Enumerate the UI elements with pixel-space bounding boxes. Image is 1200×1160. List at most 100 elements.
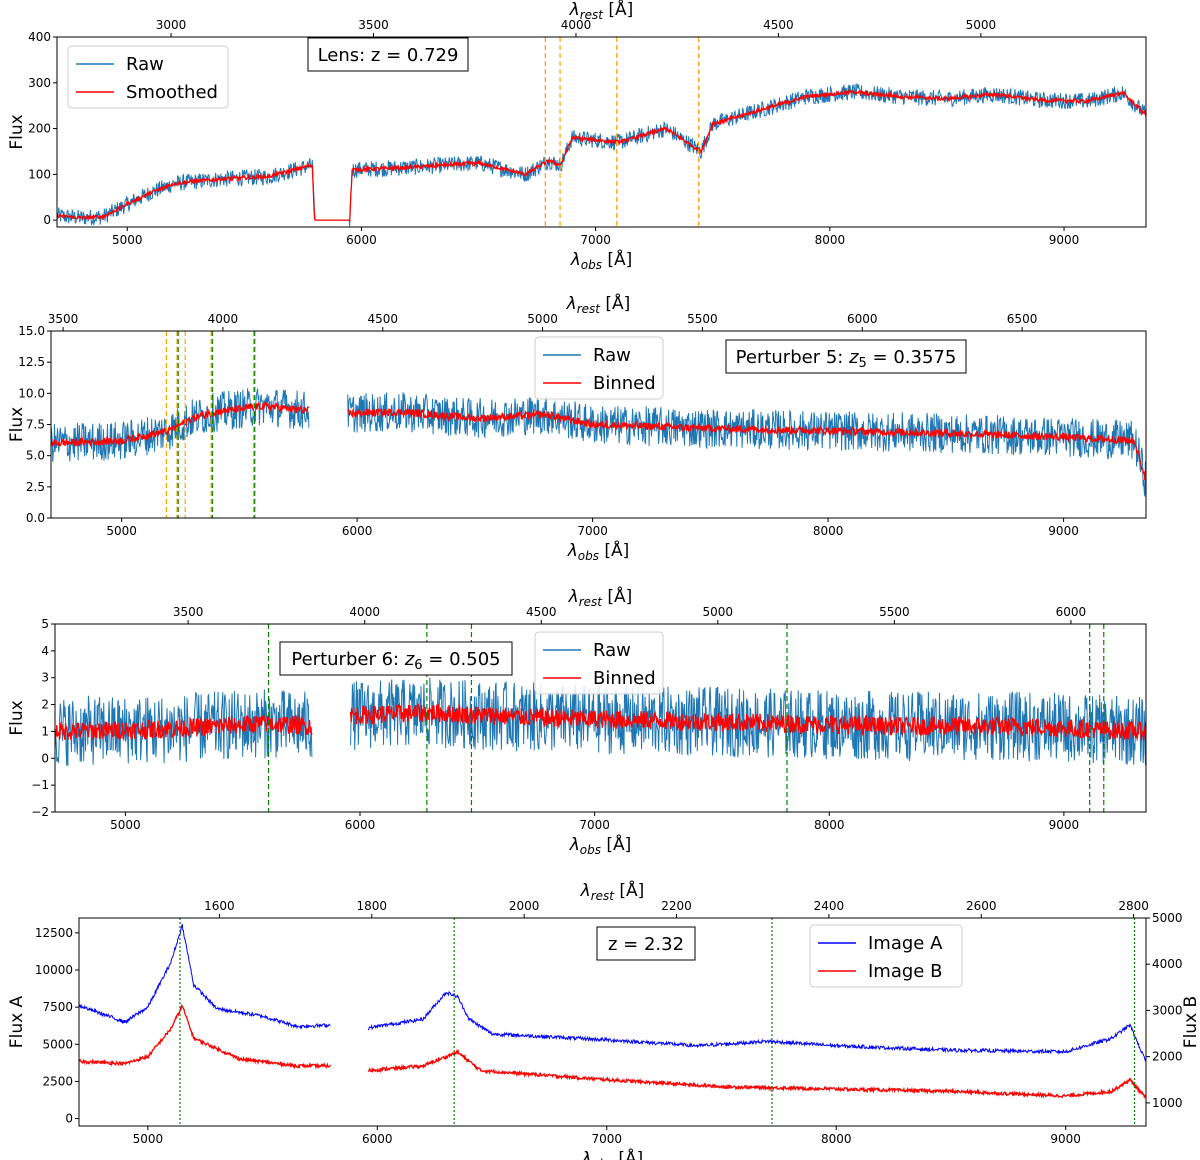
y-tick-label: 5.0 — [26, 449, 45, 463]
x-tick-label: 9000 — [1050, 1132, 1081, 1146]
y-tick-label: 7.5 — [26, 418, 45, 432]
legend-label: Raw — [593, 640, 631, 661]
x-tick-label: 5000 — [106, 524, 137, 538]
top-x-axis-label: λrest [Å] — [580, 879, 645, 903]
legend-label: Raw — [126, 54, 164, 75]
y-right-tick-label: 1000 — [1152, 1096, 1183, 1110]
top-tick-label: 4000 — [208, 312, 239, 326]
x-tick-label: 7000 — [591, 1132, 622, 1146]
top-tick-label: 2000 — [509, 899, 540, 913]
top-x-axis-label: λrest [Å] — [566, 292, 631, 316]
y-axis-label: Flux A — [7, 995, 27, 1048]
y-tick-label: 4 — [41, 644, 49, 658]
plot-area — [57, 37, 1146, 227]
y-tick-label: 200 — [28, 122, 51, 136]
top-tick-label: 6000 — [847, 312, 878, 326]
x-tick-label: 5000 — [110, 818, 141, 832]
top-x-axis-label-sub: rest — [580, 8, 605, 22]
top-tick-label: 4500 — [763, 18, 794, 32]
top-tick-label: 5500 — [879, 605, 910, 619]
x-axis-label: λobs [Å] — [570, 248, 633, 272]
legend-label: Image A — [868, 933, 943, 954]
top-x-axis-label-unit: [Å] — [614, 879, 644, 901]
top-x-axis-label-sub: rest — [579, 595, 604, 609]
y-tick-label: 15.0 — [18, 324, 45, 338]
y-tick-label: 2500 — [42, 1074, 73, 1088]
top-tick-label: 5000 — [703, 605, 734, 619]
top-tick-label: 4500 — [526, 605, 557, 619]
y-tick-label: 400 — [28, 30, 51, 44]
x-tick-label: 7000 — [579, 818, 610, 832]
x-tick-label: 9000 — [1048, 524, 1079, 538]
x-axis-label-unit: [Å] — [602, 248, 632, 270]
y-tick-label: 2 — [41, 698, 49, 712]
top-x-axis-label-main: λ — [569, 0, 580, 20]
y-axis-label: Flux — [7, 700, 27, 735]
x-axis-label-unit: [Å] — [601, 833, 631, 855]
x-axis-label: λobs [Å] — [569, 833, 632, 857]
annotation-var-sub: 6 — [414, 658, 422, 673]
y-tick-label: 2.5 — [26, 480, 45, 494]
x-tick-label: 5000 — [133, 1132, 164, 1146]
y-tick-label: 12500 — [35, 926, 73, 940]
annotation-var-sub: 5 — [859, 356, 867, 371]
x-axis-label-sub: obs — [592, 1157, 613, 1160]
top-tick-label: 3500 — [358, 18, 389, 32]
series-binned — [51, 400, 1146, 481]
x-axis-label-sub: obs — [580, 843, 601, 857]
annotation-box — [307, 37, 469, 72]
x-axis-label-unit: [Å] — [613, 1147, 643, 1160]
y-axis-label: Flux — [7, 114, 27, 149]
top-tick-label: 4000 — [349, 605, 380, 619]
x-axis-label-unit: [Å] — [599, 539, 629, 561]
top-x-axis-label-sub: rest — [577, 302, 602, 316]
y-tick-label: 300 — [28, 76, 51, 90]
y-tick-label: 5 — [41, 617, 49, 631]
annotation-var: z — [404, 649, 415, 670]
x-tick-label: 9000 — [1049, 818, 1080, 832]
top-tick-label: 3500 — [173, 605, 204, 619]
y-axis-label: Flux — [7, 407, 27, 442]
legend-label: Binned — [593, 373, 656, 394]
series-binned — [55, 702, 1146, 741]
y-tick-label: 1 — [41, 724, 49, 738]
y-tick-label: 0.0 — [26, 511, 45, 525]
series-image-b — [79, 1004, 1146, 1100]
top-x-axis-label-main: λ — [566, 294, 577, 314]
x-tick-label: 6000 — [342, 524, 373, 538]
top-tick-label: 1800 — [357, 899, 388, 913]
x-tick-label: 9000 — [1049, 233, 1080, 247]
axes-frame — [56, 36, 1147, 228]
x-axis-label-main: λ — [581, 1149, 592, 1160]
annotation-prefix: Perturber 5: — [736, 347, 849, 368]
top-tick-label: 5000 — [527, 312, 558, 326]
top-tick-label: 4500 — [367, 312, 398, 326]
x-axis-label-main: λ — [570, 250, 581, 270]
x-tick-label: 6000 — [346, 233, 377, 247]
annotation-prefix: Perturber 6: — [291, 649, 404, 670]
x-tick-label: 8000 — [821, 1132, 852, 1146]
top-x-axis-label-main: λ — [580, 881, 591, 901]
x-tick-label: 8000 — [815, 233, 846, 247]
top-x-axis-label-unit: [Å] — [602, 585, 632, 607]
y-tick-label: 5000 — [42, 1037, 73, 1051]
top-x-axis-label: λrest [Å] — [568, 585, 633, 609]
series-image-a — [79, 924, 1146, 1063]
plot-area — [79, 918, 1146, 1126]
annotation-box — [725, 339, 967, 374]
top-tick-label: 2600 — [966, 899, 997, 913]
panel-perturber5: 5000 6000 7000 8000 9000 3500 4000 4500 5000 5500… — [7, 292, 1147, 563]
top-tick-label: 6500 — [1007, 312, 1038, 326]
top-tick-label: 6000 — [1056, 605, 1087, 619]
top-tick-label: 2800 — [1118, 899, 1149, 913]
y-tick-label: 0 — [43, 213, 51, 227]
top-tick-label: 3500 — [48, 312, 79, 326]
legend-label: Image B — [868, 961, 942, 982]
top-x-axis-label-main: λ — [568, 587, 579, 607]
top-x-axis-label: λrest [Å] — [569, 0, 634, 22]
x-axis-label-main: λ — [567, 541, 578, 561]
y-right-tick-label: 3000 — [1152, 1003, 1183, 1017]
x-tick-label: 8000 — [813, 524, 844, 538]
